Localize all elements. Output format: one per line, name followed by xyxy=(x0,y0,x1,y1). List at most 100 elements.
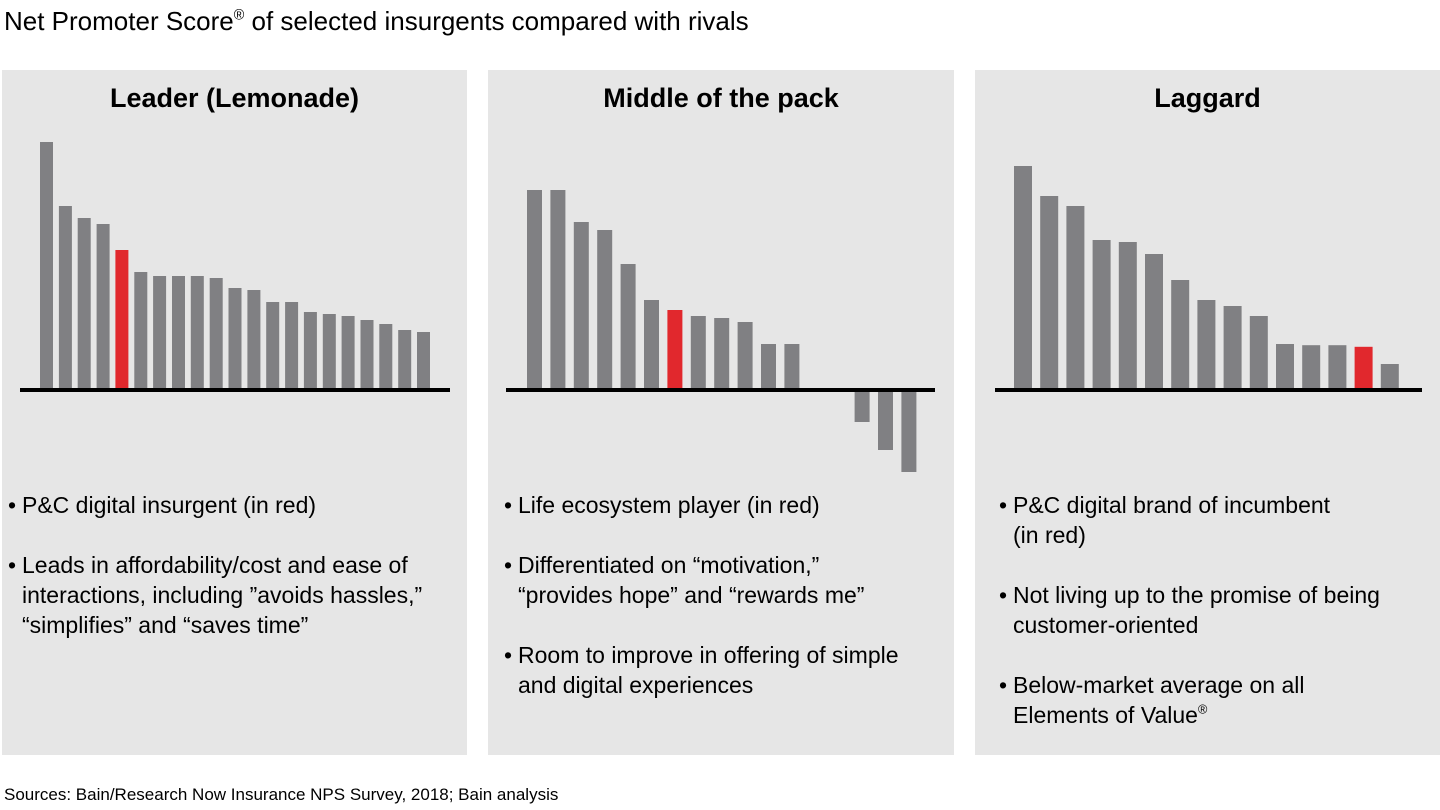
bar-middle-3 xyxy=(573,222,589,390)
bar-leader-8 xyxy=(172,276,185,390)
bar-middle-2 xyxy=(550,190,566,390)
bullet-dot: • xyxy=(999,672,1008,698)
bar-leader-10 xyxy=(209,278,223,390)
bullet-middle-3: • Room to improve in offering of simple an… xyxy=(504,640,899,700)
bullet-text: Below-market average on all xyxy=(1013,672,1305,698)
bar-leader-21 xyxy=(417,332,430,390)
bar-middle-5 xyxy=(620,264,636,390)
bullet-dot: • xyxy=(999,492,1008,518)
bullet-line: • Life ecosystem player (in red) xyxy=(504,490,820,520)
bullet-line: • Not living up to the promise of being xyxy=(999,580,1380,610)
bar-laggard-2 xyxy=(1040,196,1059,390)
bullet-text: “simplifies” and “saves time” xyxy=(22,612,309,638)
bullet-text: Life ecosystem player (in red) xyxy=(518,492,820,518)
bar-middle-6 xyxy=(644,300,659,390)
bullet-line: • P&C digital insurgent (in red) xyxy=(8,490,316,520)
bar-leader-13 xyxy=(266,302,280,390)
bullet-text: interactions, including ”avoids hassles,… xyxy=(22,582,423,608)
bar-leader-6 xyxy=(134,272,148,390)
bar-laggard-11 xyxy=(1276,344,1294,390)
bullet-text: Room to improve in offering of simple xyxy=(518,642,899,668)
bullet-line: • Room to improve in offering of simple xyxy=(504,640,899,670)
bar-laggard-7 xyxy=(1171,280,1190,390)
bar-laggard-5 xyxy=(1118,242,1137,390)
bullet-line: customer-oriented xyxy=(999,610,1380,640)
bullet-leader-1: • P&C digital insurgent (in red) xyxy=(8,490,316,520)
bullet-line: • Differentiated on “motivation,” xyxy=(504,550,864,580)
bar-highlight-middle xyxy=(667,310,683,390)
bullet-laggard-3: • Below-market average on all Elements of … xyxy=(999,670,1304,730)
bar-laggard-13 xyxy=(1328,345,1347,390)
bullet-line: • Leads in affordability/cost and ease of xyxy=(8,550,422,580)
bar-middle-16 xyxy=(878,390,893,450)
bar-middle-4 xyxy=(597,230,613,390)
panel-laggard: Laggard • P&C digital brand of incumbent(… xyxy=(975,70,1440,755)
bar-middle-9 xyxy=(714,318,730,390)
chart-middle xyxy=(506,190,935,472)
bar-leader-3 xyxy=(77,218,91,390)
bullet-line: (in red) xyxy=(999,520,1330,550)
panel-title-laggard: Laggard xyxy=(1154,83,1261,113)
bullet-dot: • xyxy=(999,582,1008,608)
bullet-dot: • xyxy=(504,642,513,668)
bullet-line: interactions, including ”avoids hassles,… xyxy=(8,580,422,610)
bullet-line: and digital experiences xyxy=(504,670,899,700)
bullet-dot: • xyxy=(504,492,513,518)
bullet-text: and digital experiences xyxy=(518,672,754,698)
bullet-laggard-1: • P&C digital brand of incumbent (in red) xyxy=(999,490,1330,550)
bullet-laggard-2: • Not living up to the promise of being cu… xyxy=(999,580,1380,640)
bullet-line: Elements of Value® xyxy=(999,700,1304,730)
bullet-text: (in red) xyxy=(1013,522,1086,548)
bullet-text: Leads in affordability/cost and ease of xyxy=(22,552,408,578)
bar-middle-1 xyxy=(527,190,542,390)
bullet-text: “provides hope” and “rewards me” xyxy=(518,582,865,608)
bar-laggard-15 xyxy=(1380,364,1399,390)
registered-mark: ® xyxy=(233,7,245,24)
bar-leader-9 xyxy=(190,276,204,390)
bullet-dot: • xyxy=(8,552,17,578)
bar-middle-10 xyxy=(737,322,753,390)
bullet-middle-1: • Life ecosystem player (in red) xyxy=(504,490,820,520)
bar-middle-8 xyxy=(690,316,706,390)
bar-leader-20 xyxy=(398,330,412,390)
bar-laggard-3 xyxy=(1066,206,1085,390)
bullet-middle-2: • Differentiated on “motivation,” “provide… xyxy=(504,550,864,610)
bar-laggard-1 xyxy=(1014,166,1032,390)
bar-laggard-12 xyxy=(1302,345,1321,390)
bar-middle-15 xyxy=(854,390,870,422)
bar-leader-11 xyxy=(228,288,242,390)
bar-laggard-4 xyxy=(1092,240,1111,390)
bullet-text: P&C digital brand of incumbent xyxy=(1013,492,1331,518)
bullet-dot: • xyxy=(8,492,17,518)
bullet-text: Elements of Value xyxy=(1013,702,1198,728)
page-title-text: Net Promoter Score xyxy=(4,6,234,36)
registered-mark: ® xyxy=(1197,702,1208,717)
bar-leader-7 xyxy=(153,276,167,390)
bullet-line: “provides hope” and “rewards me” xyxy=(504,580,864,610)
bullet-text: Not living up to the promise of being xyxy=(1013,582,1380,608)
bar-laggard-9 xyxy=(1223,306,1242,390)
panel-title-leader: Leader (Lemonade) xyxy=(109,83,360,113)
bullet-line: • Below-market average on all xyxy=(999,670,1304,700)
bar-leader-4 xyxy=(96,224,110,390)
bar-leader-14 xyxy=(285,302,299,390)
panel-leader: Leader (Lemonade) • P&C digital insurgent… xyxy=(2,70,467,755)
chart-leader xyxy=(20,142,450,392)
bullet-text: Differentiated on “motivation,” xyxy=(518,552,820,578)
bar-leader-17 xyxy=(341,316,355,390)
bar-laggard-6 xyxy=(1145,254,1163,390)
bar-highlight-leader xyxy=(115,250,129,390)
bar-leader-2 xyxy=(58,206,72,390)
bullet-line: “simplifies” and “saves time” xyxy=(8,610,422,640)
bar-leader-12 xyxy=(247,290,261,390)
bar-middle-12 xyxy=(784,344,800,390)
page-title-rest: of selected insurgents compared with riv… xyxy=(244,6,749,36)
bar-highlight-laggard xyxy=(1354,346,1373,390)
chart-laggard xyxy=(995,166,1422,392)
bar-laggard-10 xyxy=(1249,316,1268,390)
bar-middle-17 xyxy=(901,390,917,472)
bar-leader-15 xyxy=(303,312,317,390)
panel-title-middle: Middle of the pack xyxy=(603,83,839,113)
bar-leader-16 xyxy=(322,314,336,390)
sources-note: Sources: Bain/Research Now Insurance NPS… xyxy=(4,785,559,804)
